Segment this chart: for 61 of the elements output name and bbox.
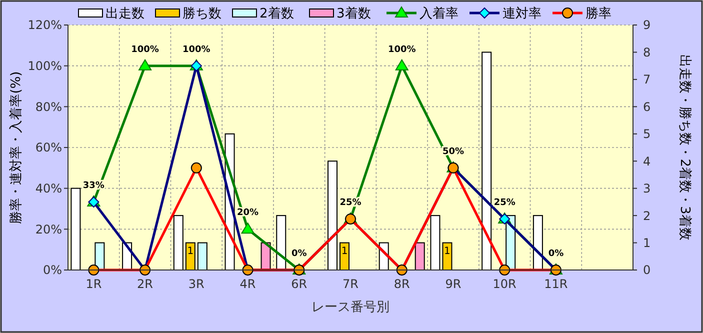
- data-label: 1: [444, 246, 450, 257]
- y2-axis-title: 出走数・勝ち数・2着数・3着数: [677, 54, 693, 240]
- legend-label: 出走数: [106, 6, 144, 22]
- bar: [482, 52, 492, 270]
- bar: [197, 242, 208, 270]
- legend-label: 勝ち数: [182, 6, 222, 22]
- data-label: 1: [341, 246, 348, 257]
- x-axis-title: レース番号別: [312, 300, 390, 315]
- legend-label: 入着率: [420, 6, 458, 22]
- bar: [173, 215, 184, 270]
- bar: [328, 160, 338, 270]
- x-tick-label: 8R: [394, 277, 410, 291]
- y2-tick-label: 6: [643, 100, 651, 114]
- y2-tick-label: 4: [643, 154, 651, 168]
- x-tick-label: 10R: [492, 277, 516, 291]
- bar: [430, 215, 440, 270]
- y2-tick-label: 3: [643, 182, 651, 196]
- y2-tick-label: 9: [643, 18, 651, 32]
- legend-label: 勝率: [586, 6, 612, 22]
- data-label: 1: [187, 246, 194, 257]
- y2-tick-label: 7: [643, 72, 651, 87]
- x-tick-label: 9R: [445, 277, 462, 291]
- x-tick-label: 3R: [188, 277, 204, 291]
- bar: [276, 215, 286, 270]
- y-tick-label: 80%: [35, 100, 62, 114]
- bar: [70, 188, 81, 270]
- bar: [532, 215, 543, 270]
- bar: [442, 242, 452, 270]
- x-tick-label: 7R: [342, 277, 358, 291]
- point: [241, 222, 254, 234]
- x-tick-label: 11R: [544, 277, 568, 291]
- data-label: 100%: [131, 44, 159, 55]
- y-tick-label: 0%: [42, 263, 62, 278]
- y2-tick-label: 2: [643, 208, 651, 223]
- bar: [185, 242, 196, 270]
- y2-tick-label: 5: [643, 127, 651, 142]
- x-tick-label: 1R: [86, 277, 102, 291]
- point: [138, 59, 152, 70]
- y-tick-label: 60%: [35, 140, 62, 155]
- data-label: 25%: [494, 198, 516, 208]
- x-tick-label: 4R: [240, 277, 256, 291]
- legend-label: 2着数: [260, 6, 294, 22]
- data-label: 100%: [182, 44, 210, 55]
- y2-tick-label: 0: [643, 263, 651, 278]
- y2-tick-label: 8: [643, 45, 651, 60]
- data-label: 100%: [388, 44, 416, 55]
- x-tick-label: 6R: [291, 277, 308, 291]
- bar: [340, 242, 350, 270]
- y-tick-label: 20%: [35, 222, 62, 236]
- bar: [414, 242, 425, 270]
- y-axis-title: 勝率・連対率・入着率(%): [8, 71, 24, 224]
- x-tick-label: 2R: [137, 277, 154, 291]
- y-tick-label: 40%: [35, 182, 62, 196]
- legend-label: 3着数: [336, 6, 371, 22]
- data-label: 0%: [548, 249, 564, 259]
- y-tick-label: 120%: [28, 18, 62, 32]
- point: [395, 59, 408, 70]
- y-tick-label: 100%: [28, 59, 62, 74]
- legend-label: 連対率: [502, 6, 542, 22]
- y2-tick-label: 1: [643, 236, 651, 250]
- data-label: 0%: [291, 249, 307, 259]
